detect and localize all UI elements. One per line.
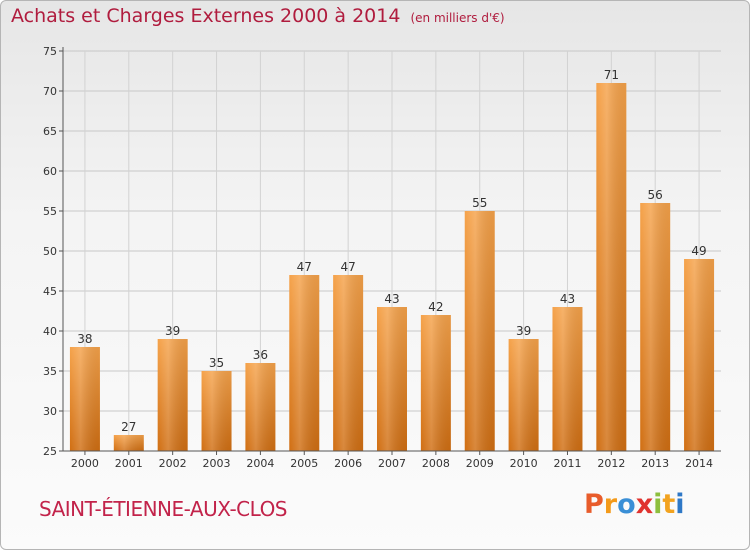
logo-letter: i bbox=[675, 489, 685, 520]
logo-letter: i bbox=[653, 489, 663, 520]
x-tick-label: 2000 bbox=[71, 457, 99, 470]
axes: 25 30 35 40 45 50 55 60 65 70 75 2000 2001 2002 2003 20… bbox=[43, 45, 721, 470]
bar-value-label: 27 bbox=[121, 420, 136, 434]
x-tick-label: 2007 bbox=[378, 457, 406, 470]
y-tick-label: 30 bbox=[43, 405, 57, 418]
bar-shine bbox=[684, 259, 715, 451]
bar-value-label: 43 bbox=[560, 292, 575, 306]
y-tick-label: 65 bbox=[43, 125, 57, 138]
bar-value-label: 55 bbox=[472, 196, 487, 210]
bar-shine bbox=[289, 275, 320, 451]
city-name: SAINT-ÉTIENNE-AUX-CLOS bbox=[39, 497, 288, 521]
logo-letter: r bbox=[603, 489, 618, 520]
bar-value-label: 47 bbox=[297, 260, 312, 274]
x-tick-label: 2014 bbox=[685, 457, 713, 470]
x-tick-label: 2012 bbox=[597, 457, 625, 470]
x-tick-label: 2009 bbox=[466, 457, 494, 470]
bar-value-label: 36 bbox=[253, 348, 268, 362]
bar-value-label: 39 bbox=[165, 324, 180, 338]
x-tick-label: 2004 bbox=[246, 457, 274, 470]
bar-value-label: 38 bbox=[77, 332, 92, 346]
bar-value-label: 56 bbox=[648, 188, 663, 202]
bar-value-label: 42 bbox=[428, 300, 443, 314]
bar-shine bbox=[377, 307, 407, 451]
y-tick-label: 50 bbox=[43, 245, 57, 258]
x-tick-label: 2005 bbox=[290, 457, 318, 470]
x-tick-label: 2001 bbox=[115, 457, 143, 470]
y-tick-label: 55 bbox=[43, 205, 57, 218]
x-tick-label: 2002 bbox=[159, 457, 187, 470]
chart-title: Achats et Charges Externes 2000 à 2014 (e… bbox=[11, 5, 505, 27]
logo-letter: x bbox=[635, 489, 654, 520]
bar-shine bbox=[201, 371, 232, 451]
bar-value-label: 47 bbox=[340, 260, 355, 274]
bar-shine bbox=[464, 211, 495, 451]
x-tick-label: 2003 bbox=[203, 457, 231, 470]
x-tick-label: 2013 bbox=[641, 457, 669, 470]
y-tick-label: 40 bbox=[43, 325, 57, 338]
bar-shine bbox=[113, 435, 144, 451]
y-tick-label: 35 bbox=[43, 365, 57, 378]
bars: 38 27 39 35 36 47 47 43 42 55 39 43 71 56 49 bbox=[69, 68, 715, 451]
y-tick-label: 70 bbox=[43, 85, 57, 98]
bar-value-label: 71 bbox=[604, 68, 619, 82]
bar-shine bbox=[596, 83, 627, 451]
bar-shine bbox=[640, 203, 671, 451]
logo-letter: o bbox=[617, 489, 636, 520]
y-tick-label: 75 bbox=[43, 45, 57, 58]
y-tick-label: 45 bbox=[43, 285, 57, 298]
x-tick-label: 2006 bbox=[334, 457, 362, 470]
x-tick-label: 2008 bbox=[422, 457, 450, 470]
bar-value-label: 39 bbox=[516, 324, 531, 338]
bar-shine bbox=[552, 307, 583, 451]
y-tick-label: 25 bbox=[43, 445, 57, 458]
bar-shine bbox=[157, 339, 188, 451]
bar-shine bbox=[245, 363, 276, 451]
logo-letter: t bbox=[662, 489, 676, 520]
bar-value-label: 43 bbox=[384, 292, 399, 306]
title-text: Achats et Charges Externes 2000 à 2014 bbox=[11, 5, 401, 27]
bar-shine bbox=[69, 347, 100, 451]
unit-subtitle: (en milliers d'€) bbox=[410, 11, 505, 25]
bar-value-label: 49 bbox=[691, 244, 706, 258]
x-tick-label: 2010 bbox=[510, 457, 538, 470]
x-tick-label: 2011 bbox=[553, 457, 581, 470]
bar-shine bbox=[420, 315, 451, 451]
logo-letter: P bbox=[584, 489, 604, 520]
proxiti-logo: Proxiti bbox=[584, 489, 685, 520]
bar-shine bbox=[333, 275, 364, 451]
bar-shine bbox=[508, 339, 539, 451]
y-tick-label: 60 bbox=[43, 165, 57, 178]
bar-value-label: 35 bbox=[209, 356, 224, 370]
